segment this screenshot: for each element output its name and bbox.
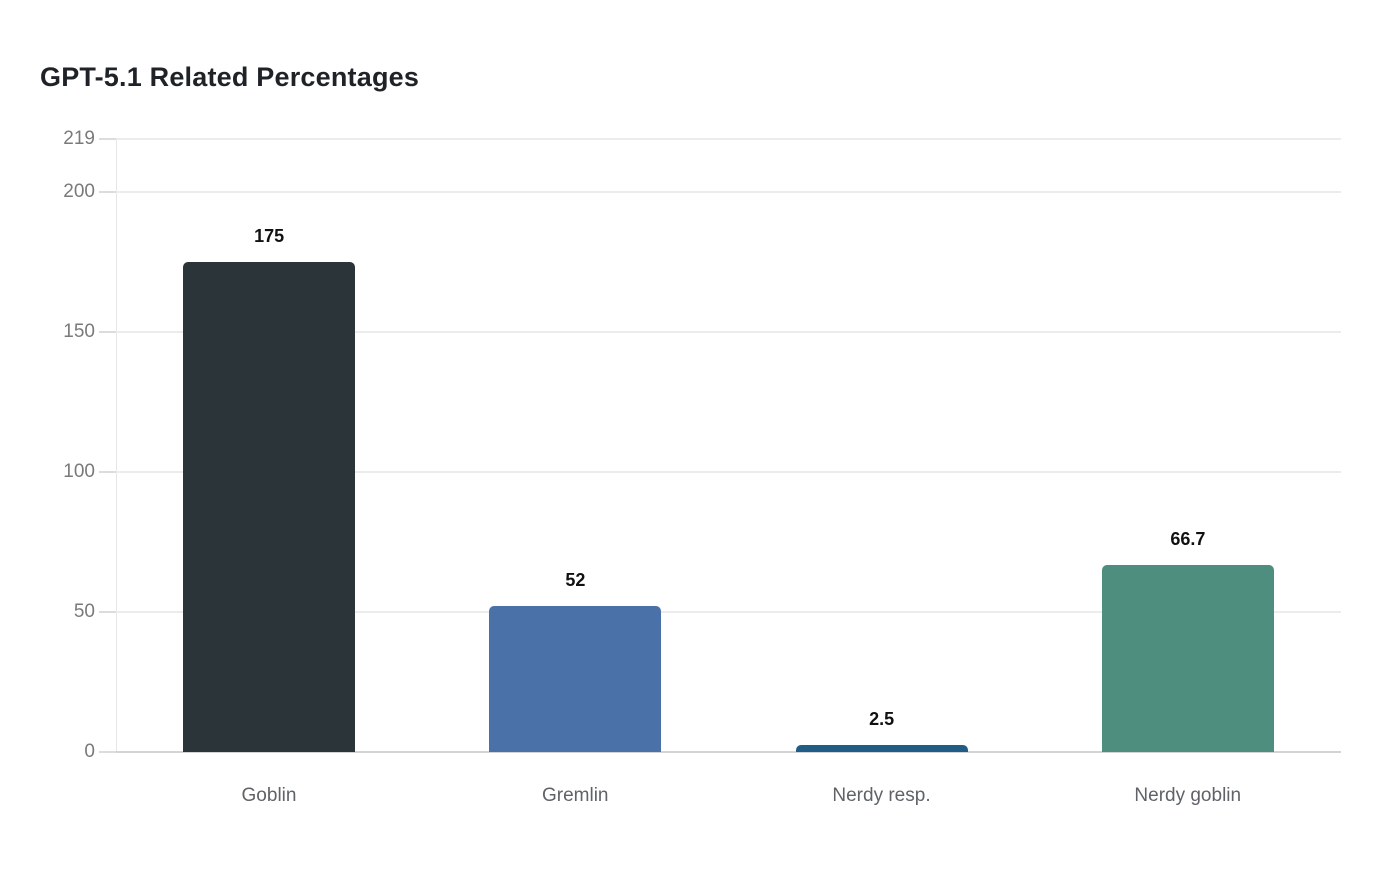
y-tick-mark-219: [99, 138, 116, 140]
x-category-label-goblin: Goblin: [241, 785, 297, 806]
y-tick-mark-100: [99, 471, 116, 474]
chart-title: GPT-5.1 Related Percentages: [40, 62, 420, 92]
x-axis-line: [116, 751, 1341, 753]
x-category-label-nerdy-goblin: Nerdy goblin: [1134, 785, 1242, 806]
bar-value-label-gremlin: 52: [565, 570, 586, 591]
x-category-label-nerdy-resp: Nerdy resp.: [832, 785, 931, 806]
bar-goblin: [183, 262, 356, 752]
bar-value-label-nerdy-goblin: 66.7: [1170, 529, 1206, 550]
y-tick-label-150: 150: [63, 321, 95, 343]
y-tick-label-219: 219: [63, 128, 95, 149]
y-tick-label-0: 0: [84, 741, 95, 762]
y-tick-mark-200: [99, 191, 116, 194]
y-tick-label-50: 50: [73, 601, 95, 623]
y-tick-label-100: 100: [63, 461, 95, 483]
gridline-150: [116, 331, 1341, 334]
y-tick-mark-0: [99, 751, 116, 753]
plot-area: 175 52 2.5 66.7: [116, 138, 1341, 753]
y-tick-mark-50: [99, 611, 116, 614]
bar-value-label-goblin: 175: [254, 226, 285, 247]
gridline-219: [116, 138, 1341, 140]
y-tick-label-200: 200: [63, 181, 95, 203]
gridline-100: [116, 471, 1341, 474]
bar-nerdy-resp: [795, 745, 968, 752]
bar-gremlin: [489, 606, 662, 752]
bar-nerdy-goblin: [1101, 565, 1274, 752]
gridline-50: [116, 611, 1341, 614]
y-axis-line: [116, 139, 117, 752]
gridline-200: [116, 191, 1341, 194]
bar-value-label-nerdy-resp: 2.5: [869, 709, 895, 730]
y-tick-mark-150: [99, 331, 116, 334]
x-category-label-gremlin: Gremlin: [541, 785, 609, 806]
